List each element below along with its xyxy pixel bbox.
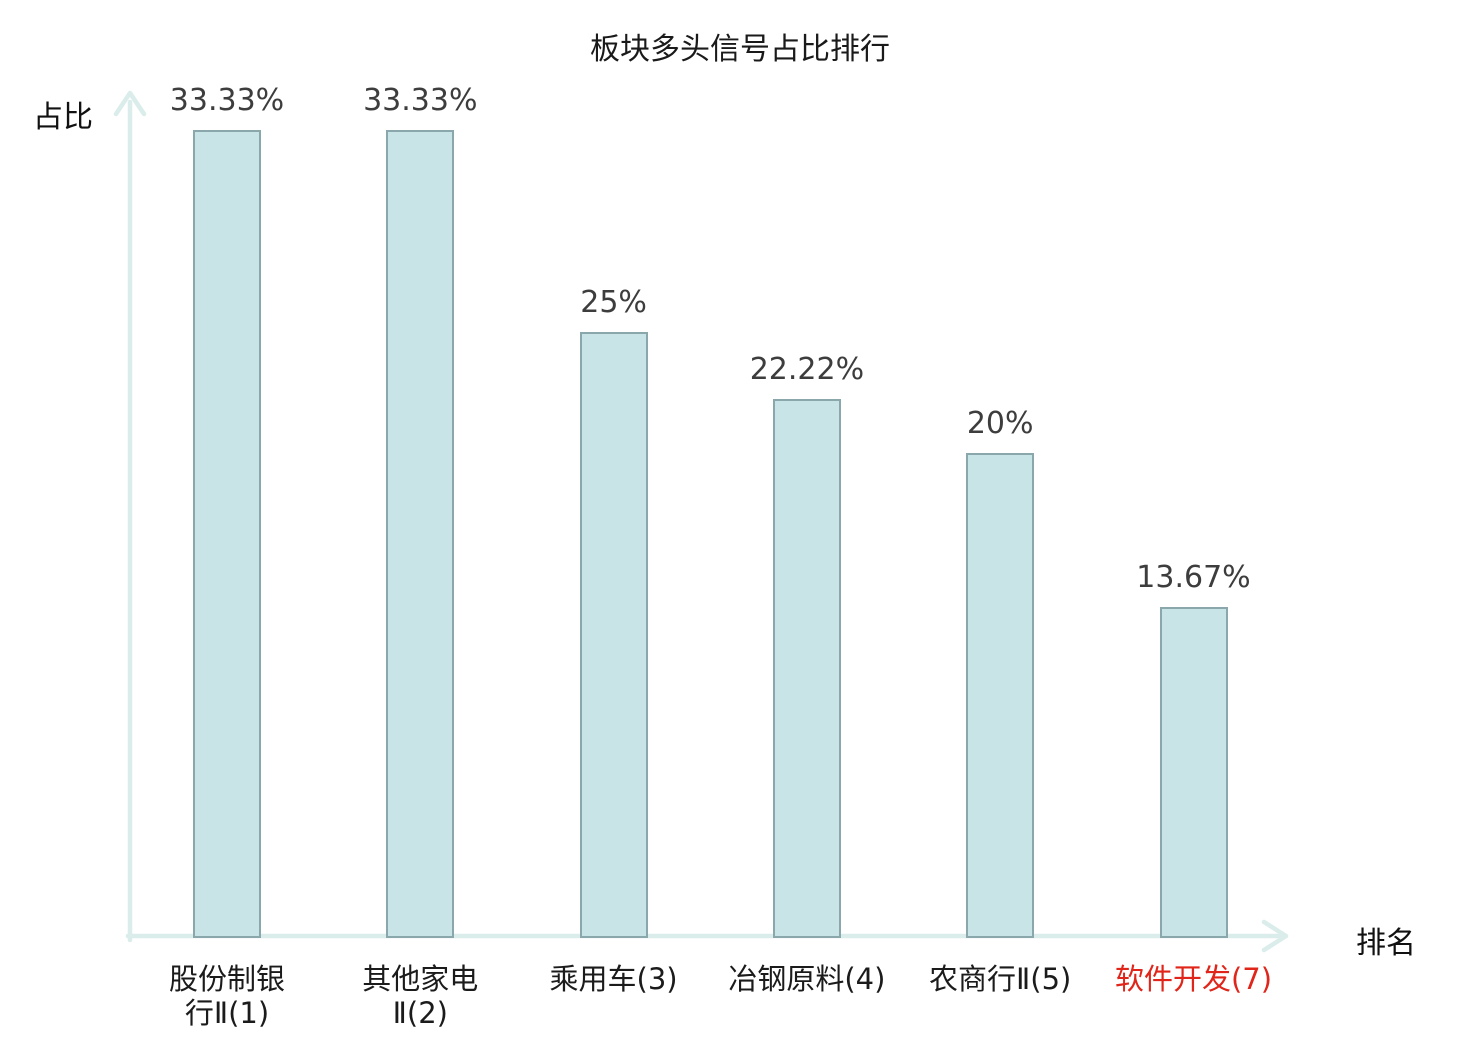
bar	[193, 130, 261, 938]
category-label: 软件开发(7)	[1064, 962, 1324, 996]
bar-value-label: 13.67%	[1136, 560, 1251, 595]
bar	[1159, 607, 1228, 938]
category-label: 冶钢原料(4)	[677, 962, 937, 996]
category-label-line: 乘用车(3)	[549, 962, 678, 996]
bar-value-label: 22.22%	[749, 352, 865, 387]
category-label: 股份制银 行Ⅱ(1)	[97, 962, 357, 1030]
x-axis-arrow-icon	[1261, 919, 1289, 953]
bar	[386, 130, 455, 938]
category-label-line: 冶钢原料(4)	[728, 962, 886, 996]
category-label: 乘用车(3)	[484, 962, 744, 996]
bar	[579, 332, 648, 938]
bar-value-label: 33.33%	[169, 83, 285, 118]
category-label: 其他家电 Ⅱ(2)	[290, 962, 550, 1030]
category-label: 农商行Ⅱ(5)	[870, 962, 1130, 996]
category-label-line: 其他家电	[362, 962, 479, 996]
category-label-line: 行Ⅱ(1)	[184, 996, 270, 1031]
x-axis-label: 排名	[1356, 926, 1416, 961]
chart-title: 板块多头信号占比排行	[590, 32, 890, 67]
bar-value-label: 25%	[580, 285, 647, 320]
bar-value-label: 33.33%	[363, 83, 478, 118]
bar	[966, 453, 1035, 938]
bar-value-label: 20%	[966, 406, 1034, 441]
category-label-line: 股份制银	[168, 962, 285, 996]
bar	[772, 399, 841, 938]
category-label-line: 软件开发(7)	[1114, 962, 1273, 996]
category-label-line: Ⅱ(2)	[392, 996, 448, 1031]
y-axis-label: 占比	[33, 100, 93, 135]
category-label-line: 农商行Ⅱ(5)	[929, 962, 1072, 996]
